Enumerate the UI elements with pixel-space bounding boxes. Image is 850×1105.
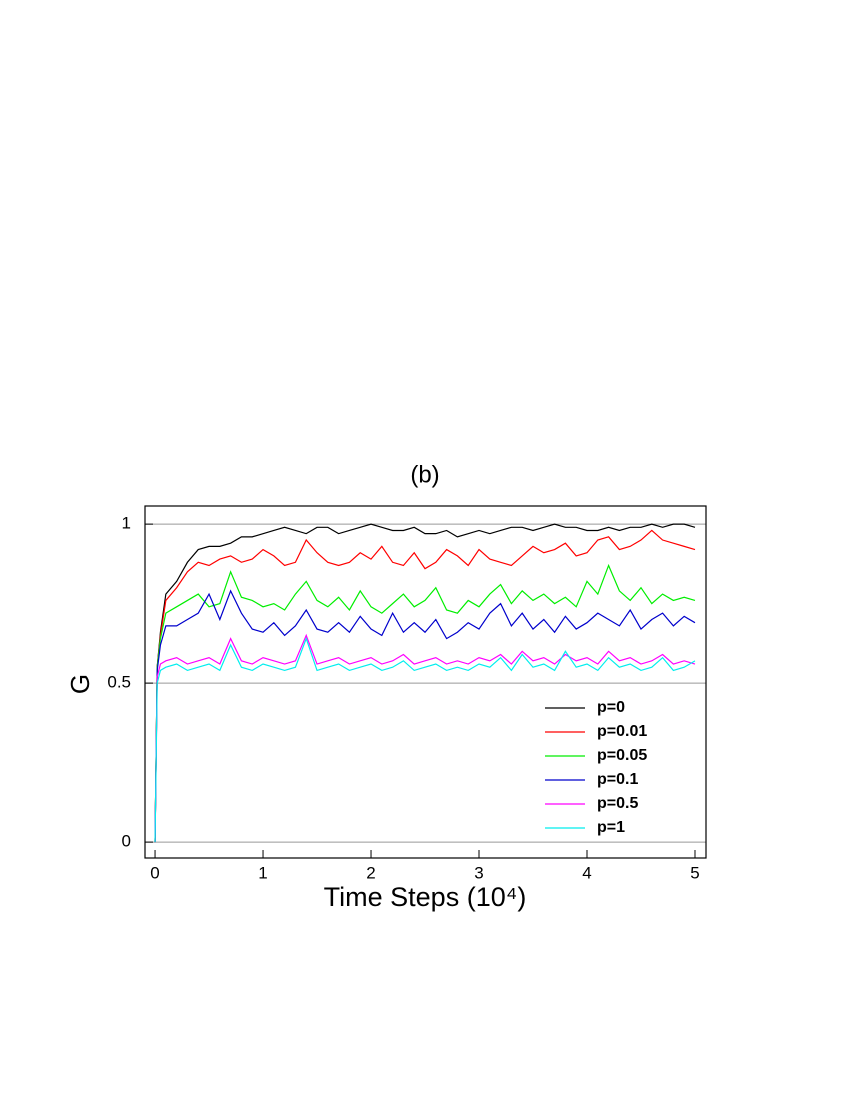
y-tick-label: 0 [122, 832, 131, 851]
legend-label: p=1 [597, 819, 625, 836]
y-axis-label: G [65, 674, 95, 694]
series-line [154, 633, 696, 843]
series-line [154, 636, 696, 843]
x-tick-label: 2 [366, 863, 375, 882]
series-line [154, 529, 696, 843]
series-line [154, 563, 696, 843]
plot-frame [144, 505, 707, 859]
x-tick-label: 3 [474, 863, 483, 882]
x-tick-label: 1 [258, 863, 267, 882]
x-tick-label: 4 [582, 863, 591, 882]
chart-title: (b) [410, 461, 439, 488]
x-axis-label: Time Steps (10⁴) [324, 882, 527, 912]
x-tick-label: 5 [690, 863, 699, 882]
legend-label: p=0.01 [597, 723, 647, 740]
legend-label: p=0 [597, 699, 625, 716]
legend-label: p=0.1 [597, 771, 638, 788]
series-line [154, 589, 696, 843]
y-tick-label: 0.5 [107, 673, 131, 692]
x-tick-label: 0 [150, 863, 159, 882]
series-line [154, 523, 696, 843]
legend-label: p=0.5 [597, 795, 638, 812]
legend-label: p=0.05 [597, 747, 647, 764]
y-tick-label: 1 [122, 514, 131, 533]
